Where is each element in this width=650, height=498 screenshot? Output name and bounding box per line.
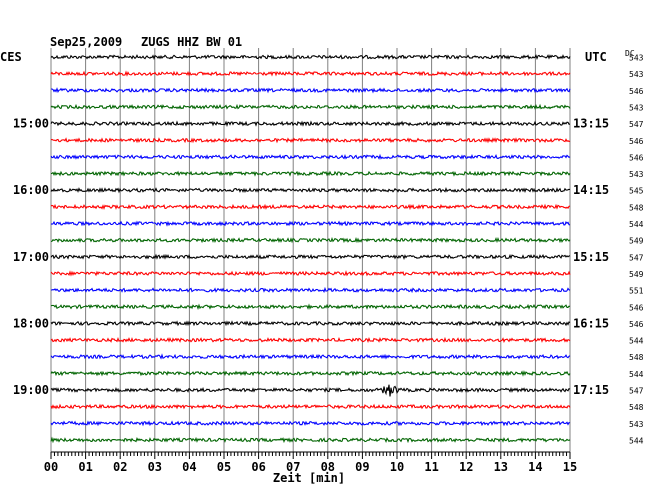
x-axis: 00 01 02 03 04 05 06 07 08 09 10 11 12 13 14 15: [44, 451, 577, 474]
dc-offset-value: 547: [629, 387, 644, 396]
dc-offset-column: 543 543 546 543 547 546 546 543 545 548 544 549 547 5…: [629, 54, 644, 446]
x-tick-label: 08: [321, 460, 335, 474]
dc-offset-value: 549: [629, 270, 644, 279]
right-hour-label: 15:15: [573, 250, 609, 264]
dc-column-label: DC: [625, 49, 635, 58]
left-hour-label: 15:00: [13, 117, 49, 131]
right-hour-label: 16:15: [573, 316, 609, 330]
trace-line: [50, 153, 571, 160]
trace-line: [50, 336, 571, 344]
left-hour-label: 19:00: [13, 383, 49, 397]
trace-line: [50, 54, 571, 60]
dc-offset-value: 543: [629, 103, 644, 112]
trace-line: [50, 253, 571, 260]
trace-line: [50, 270, 571, 277]
x-tick-label: 03: [148, 460, 162, 474]
right-hour-label: 14:15: [573, 183, 609, 197]
dc-offset-value: 543: [629, 54, 644, 63]
x-tick-label: 12: [459, 460, 473, 474]
dc-offset-value: 548: [629, 403, 644, 412]
dc-offset-value: 543: [629, 70, 644, 79]
dc-offset-value: 546: [629, 153, 644, 162]
right-hour-label: 17:15: [573, 383, 609, 397]
trace-line: [50, 236, 571, 244]
left-timezone-label: CES: [0, 50, 22, 64]
left-hour-label: 16:00: [13, 183, 49, 197]
dc-offset-value: 547: [629, 120, 644, 129]
right-hour-label: 13:15: [573, 117, 609, 131]
trace-line: [50, 370, 571, 377]
trace-line: [50, 137, 571, 144]
trace-line: [50, 203, 571, 211]
x-tick-label: 05: [217, 460, 231, 474]
trace-line: [50, 303, 571, 310]
trace-line: [50, 170, 571, 177]
right-hour-labels: 13:15 14:15 15:15 16:15 17:15: [573, 117, 609, 397]
dc-offset-value: 546: [629, 303, 644, 312]
x-tick-label: 15: [563, 460, 577, 474]
trace-group: [50, 54, 571, 444]
trace-line: [50, 353, 571, 360]
dc-offset-value: 547: [629, 253, 644, 262]
chart-station: ZUGS HHZ BW 01: [141, 35, 242, 49]
time-gridlines: [50, 48, 571, 452]
x-tick-label: 14: [528, 460, 542, 474]
chart-date: Sep25,2009: [50, 35, 122, 49]
left-hour-label: 17:00: [13, 250, 49, 264]
dc-offset-value: 548: [629, 353, 644, 362]
dc-offset-value: 544: [629, 370, 644, 379]
dc-offset-value: 546: [629, 137, 644, 146]
dc-offset-value: 544: [629, 220, 644, 229]
dc-offset-value: 544: [629, 436, 644, 445]
dc-offset-value: 546: [629, 320, 644, 329]
dc-offset-value: 549: [629, 237, 644, 246]
x-axis-label: Zeit [min]: [273, 471, 345, 485]
x-tick-label: 02: [113, 460, 127, 474]
x-tick-label: 09: [355, 460, 369, 474]
right-timezone-label: UTC: [585, 50, 607, 64]
dc-offset-value: 546: [629, 87, 644, 96]
x-tick-label: 00: [44, 460, 58, 474]
x-tick-label: 11: [424, 460, 438, 474]
x-tick-label: 07: [286, 460, 300, 474]
trace-line: [50, 403, 571, 410]
trace-line: [50, 70, 571, 77]
trace-line: [50, 286, 571, 294]
left-hour-labels: 15:00 16:00 17:00 18:00 19:00: [13, 117, 49, 397]
dc-offset-value: 543: [629, 170, 644, 179]
x-tick-label: 06: [251, 460, 265, 474]
trace-line: [50, 103, 571, 110]
dc-offset-value: 543: [629, 420, 644, 429]
trace-line: [50, 420, 571, 427]
trace-line: [50, 384, 571, 397]
trace-line: [50, 220, 571, 227]
trace-line: [51, 87, 571, 94]
dc-offset-value: 545: [629, 187, 644, 196]
x-tick-label: 01: [78, 460, 92, 474]
x-tick-label: 04: [182, 460, 196, 474]
trace-line: [50, 320, 571, 327]
x-tick-label: 10: [390, 460, 404, 474]
trace-line: [50, 186, 571, 194]
dc-offset-value: 551: [629, 287, 644, 296]
left-hour-label: 18:00: [13, 316, 49, 330]
trace-line: [50, 436, 571, 444]
dc-offset-value: 544: [629, 337, 644, 346]
dc-offset-value: 548: [629, 203, 644, 212]
trace-line: [50, 120, 570, 127]
x-tick-label: 13: [494, 460, 508, 474]
